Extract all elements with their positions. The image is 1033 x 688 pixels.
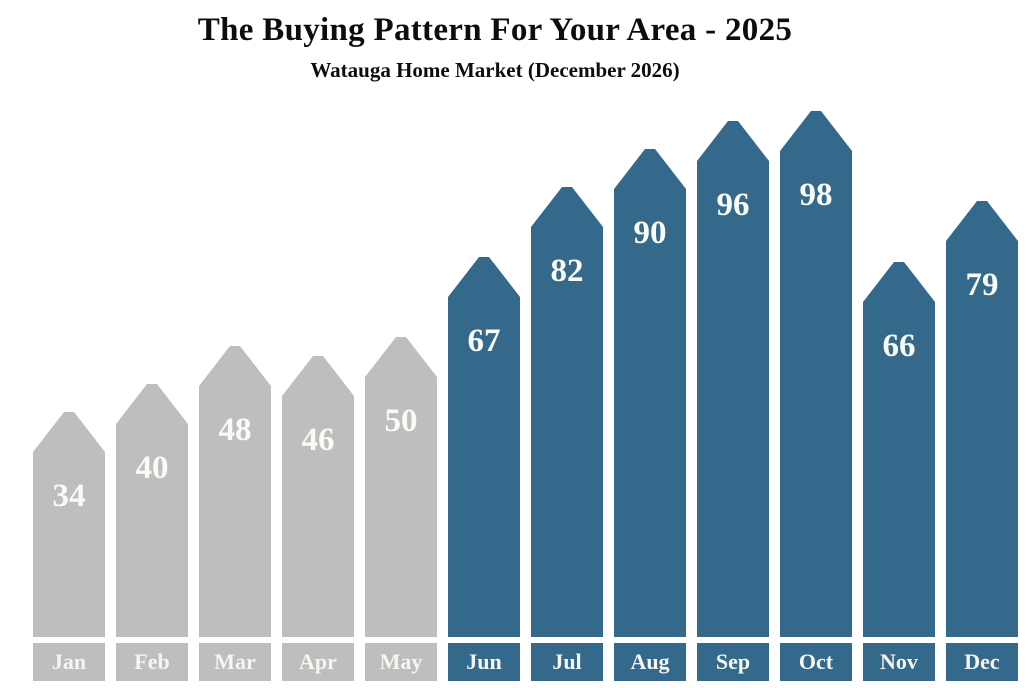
month-label-dec: Dec	[946, 643, 1018, 681]
month-label-mar: Mar	[199, 643, 271, 681]
bar-dec: 79	[946, 201, 1018, 637]
bar-jun: 67	[448, 257, 520, 637]
bar-value-label-jul: 82	[550, 253, 584, 289]
month-label-feb: Feb	[116, 643, 188, 681]
bars-layer: 34 40 48 46 50 67 82 90 96 98 66 79	[33, 0, 1018, 637]
bar-value-label-jan: 34	[52, 478, 86, 514]
month-label-nov: Nov	[863, 643, 935, 681]
bar-value-label-sep: 96	[716, 187, 750, 223]
bar-nov: 66	[863, 262, 935, 637]
chart-title: The Buying Pattern For Your Area - 2025	[197, 12, 793, 48]
bar-sep: 96	[697, 121, 769, 637]
bar-may: 50	[365, 337, 437, 637]
bar-value-label-dec: 79	[965, 267, 999, 303]
bar-apr: 46	[282, 356, 354, 637]
month-label-jul: Jul	[531, 643, 603, 681]
chart-subtitle: Watauga Home Market (December 2026)	[310, 58, 680, 82]
month-axis: Jan Feb Mar Apr May Jun Jul Aug Sep Oct Nov Dec	[33, 643, 1018, 681]
month-label-may: May	[365, 643, 437, 681]
month-label-apr: Apr	[282, 643, 354, 681]
month-label-jun: Jun	[448, 643, 520, 681]
bar-value-label-oct: 98	[799, 177, 833, 213]
bar-value-label-mar: 48	[218, 412, 252, 448]
bar-jan: 34	[33, 412, 105, 637]
bar-mar: 48	[199, 346, 271, 637]
bar-value-label-nov: 66	[882, 328, 916, 364]
bar-value-label-feb: 40	[135, 450, 169, 486]
month-label-aug: Aug	[614, 643, 686, 681]
bar-value-label-may: 50	[384, 403, 418, 439]
bar-value-label-apr: 46	[301, 422, 335, 458]
bar-aug: 90	[614, 149, 686, 637]
month-label-oct: Oct	[780, 643, 852, 681]
bar-value-label-aug: 90	[633, 215, 667, 251]
bar-jul: 82	[531, 187, 603, 637]
month-label-sep: Sep	[697, 643, 769, 681]
bar-value-label-jun: 67	[467, 323, 501, 359]
month-label-jan: Jan	[33, 643, 105, 681]
bar-feb: 40	[116, 384, 188, 637]
bar-oct: 98	[780, 111, 852, 637]
